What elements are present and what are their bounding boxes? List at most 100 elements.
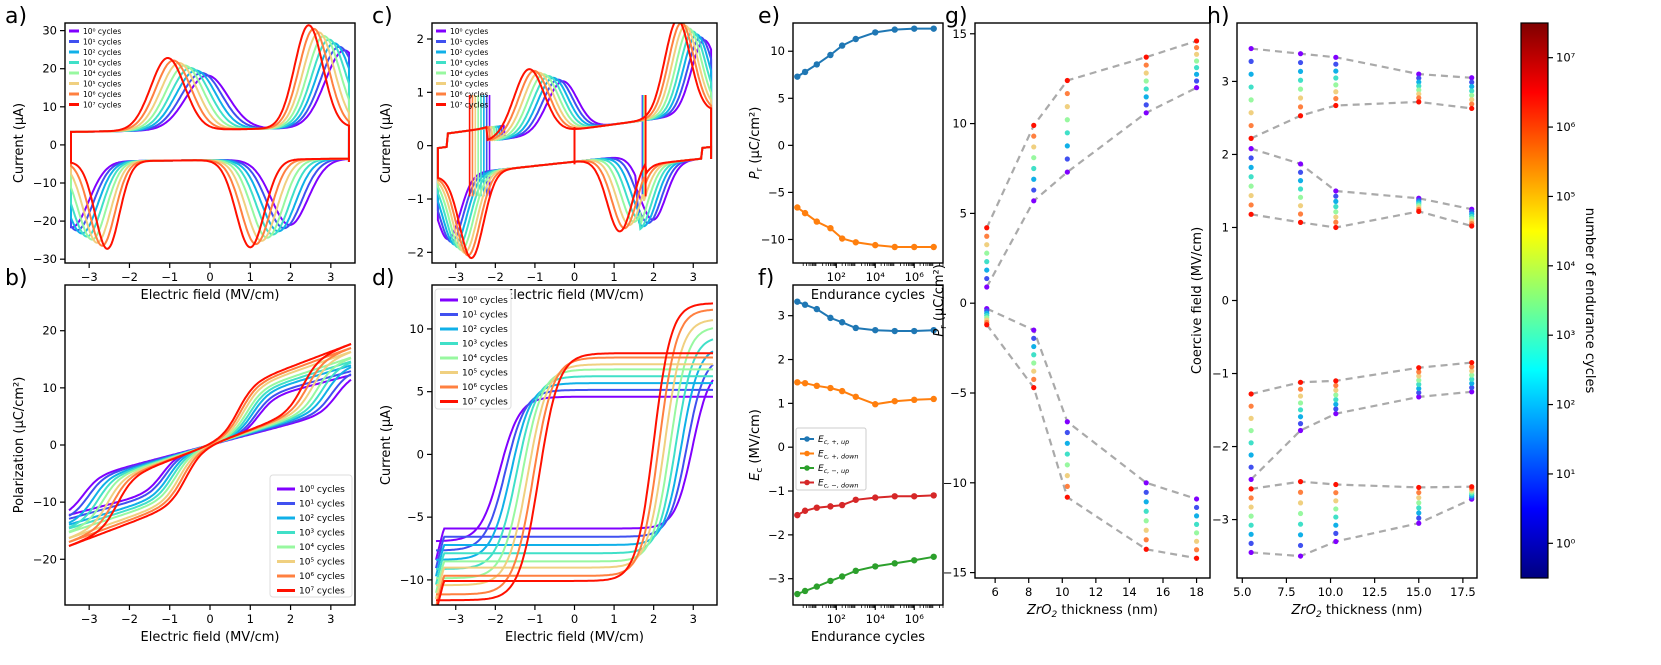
thickness-point — [1248, 440, 1254, 446]
thickness-point — [1248, 211, 1254, 217]
thickness-point — [1416, 208, 1422, 215]
thickness-point — [1143, 102, 1149, 108]
y-tick-label: 1 — [417, 85, 424, 99]
thickness-point — [1064, 419, 1070, 425]
y-tick-label: 2 — [778, 353, 785, 367]
y-tick-label: −3 — [1212, 513, 1229, 527]
thickness-point — [984, 259, 990, 265]
thickness-point — [1416, 385, 1422, 392]
thickness-point — [1333, 209, 1339, 215]
thickness-point — [1064, 440, 1070, 446]
x-tick-label: 12 — [1089, 585, 1104, 599]
panel-label: a) — [5, 4, 27, 29]
trend-line-1 — [1250, 100, 1472, 140]
y-tick-label: 10 — [42, 100, 57, 114]
series-point — [852, 35, 859, 43]
series-point — [801, 209, 809, 217]
thickness-point — [1333, 198, 1339, 204]
y-tick-label: 5 — [417, 385, 424, 399]
x-tick-label: −1 — [526, 612, 543, 626]
thickness-point — [1333, 214, 1339, 220]
y-tick-label: −1 — [407, 192, 424, 206]
axes-frame — [974, 22, 1211, 579]
series-point — [930, 553, 937, 560]
y-axis-label: Polarization (μC/cm²) — [12, 377, 27, 514]
legend-label: 10⁶ cycles — [462, 383, 508, 393]
legend-label: Ec, −, down — [818, 479, 859, 490]
y-tick-label: 0 — [417, 139, 424, 153]
thickness-point — [1469, 105, 1475, 112]
trend-line-0 — [985, 86, 1198, 288]
trend-line-6 — [1250, 480, 1472, 490]
legend-label: 10⁶ cycles — [450, 90, 488, 99]
y-tick-label: 10 — [770, 44, 785, 58]
series-point — [794, 204, 801, 211]
x-tick-label: 0 — [206, 270, 213, 284]
thickness-point — [1297, 169, 1304, 175]
y-tick-label: −15 — [943, 566, 967, 580]
thickness-point — [1416, 373, 1422, 379]
legend-label: 10² cycles — [299, 514, 345, 524]
x-tick-label: 3 — [690, 270, 697, 284]
x-axis-label: Electric field (MV/cm) — [505, 630, 644, 645]
x-tick-label: −2 — [121, 270, 138, 284]
x-tick-label: −3 — [81, 612, 98, 626]
legend-label: 10⁶ cycles — [83, 90, 121, 99]
thickness-point — [1143, 78, 1149, 84]
legend-label-sub: c, −, up — [824, 467, 850, 475]
x-tick-label: 10⁴ — [866, 270, 886, 284]
x-label-sub: 2 — [1316, 610, 1322, 620]
legend-label: 10⁵ cycles — [299, 558, 345, 568]
thickness-point — [1031, 376, 1037, 383]
iv-curve-cycle-7 — [436, 23, 713, 260]
x-axis-label: Electric field (MV/cm) — [141, 630, 280, 645]
x-axis-label: Electric field (MV/cm) — [505, 288, 644, 303]
series-point — [891, 397, 898, 405]
loop-up-cycle-5 — [435, 319, 714, 600]
plot-area — [68, 343, 352, 547]
legend-label: 10⁰ cycles — [462, 296, 508, 306]
x-tick-label: 18 — [1189, 585, 1204, 599]
thickness-point — [1143, 546, 1149, 552]
legend-label: 10⁴ cycles — [83, 69, 121, 78]
x-tick-label: 10² — [827, 612, 846, 626]
x-tick-label: 1 — [247, 612, 254, 626]
thickness-point — [1248, 202, 1254, 208]
thickness-point — [1333, 481, 1339, 488]
x-tick-label: 0 — [571, 612, 578, 626]
x-tick-label: −2 — [121, 612, 138, 626]
pe-curve-down-cycle-7 — [68, 343, 352, 547]
y-tick-label: −10 — [33, 176, 57, 190]
thickness-point — [1248, 391, 1254, 397]
series-point — [838, 501, 846, 509]
x-tick-label: 2 — [650, 612, 657, 626]
thickness-point — [1143, 70, 1149, 76]
y-label-sub: r — [939, 325, 949, 329]
trend-line-5 — [1250, 390, 1472, 481]
series-point — [813, 382, 821, 390]
thickness-point — [1297, 407, 1304, 413]
thickness-point — [1297, 77, 1304, 83]
legend-label-main: E — [818, 464, 824, 474]
thickness-point — [1469, 385, 1475, 391]
thickness-point — [1333, 530, 1339, 536]
thickness-point — [1333, 490, 1339, 496]
thickness-point — [984, 267, 990, 273]
thickness-point — [1031, 176, 1037, 182]
y-tick-label: −10 — [400, 573, 424, 587]
x-tick-label: 15.0 — [1406, 585, 1432, 599]
legend-marker — [804, 450, 810, 457]
colorbar-tick-label: 10⁴ — [1556, 259, 1576, 273]
y-tick-label: 1 — [1222, 220, 1229, 234]
y-tick-label: 3 — [1222, 74, 1229, 88]
colorbar: 10⁰ 10¹ 10² 10³ 10⁴ 10⁵ 10⁶ 10⁷ number of endura… — [1520, 22, 1597, 579]
loop-down-cycle-5 — [435, 363, 713, 587]
series-point — [838, 42, 846, 49]
x-axis-label: ZrO2 thickness (nm) — [1291, 603, 1423, 620]
x-tick-label: −3 — [447, 612, 464, 626]
series-point — [794, 73, 801, 80]
x-tick-label: 2 — [650, 270, 657, 284]
legend-label: 10⁴ cycles — [299, 543, 345, 553]
thickness-point — [984, 322, 990, 328]
axes-frame — [792, 22, 944, 264]
